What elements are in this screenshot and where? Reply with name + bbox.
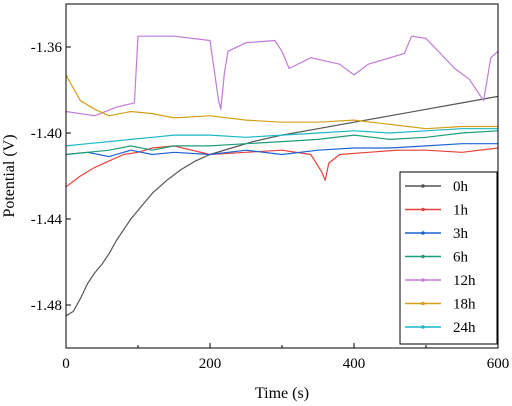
legend-label-24h: 24h	[453, 320, 476, 336]
legend: 0h 1h 3h 6h 12h 18h 24h	[399, 171, 498, 345]
legend-box	[399, 171, 498, 345]
legend-marker-0h	[421, 184, 425, 188]
x-tick-label: 200	[199, 356, 222, 372]
legend-label-1h: 1h	[453, 203, 469, 219]
y-tick-label: -1.44	[31, 212, 63, 228]
legend-marker-6h	[421, 254, 425, 259]
y-tick-label: -1.36	[31, 40, 63, 56]
x-tick-label: 0	[62, 356, 70, 372]
legend-marker-12h	[421, 278, 425, 282]
legend-label-6h: 6h	[453, 250, 469, 266]
y-tick-label: -1.48	[31, 298, 62, 314]
legend-marker-3h	[421, 231, 425, 235]
series-line-18h	[65, 74, 498, 130]
series-line-0h	[65, 95, 499, 317]
legend-label-18h: 18h	[453, 297, 476, 313]
x-axis-title: Time (s)	[255, 385, 309, 402]
legend-label-3h: 3h	[453, 226, 469, 242]
x-tick-label: 600	[487, 356, 510, 372]
legend-marker-24h	[421, 325, 425, 329]
legend-label-12h: 12h	[453, 273, 476, 289]
ticks-layer: 0 200 400 600 -1.48 -1.44 -1.40 -1.36	[31, 40, 510, 372]
series-line-24h	[65, 128, 498, 147]
x-tick-label: 400	[343, 356, 366, 372]
legend-label-0h: 0h	[453, 179, 469, 195]
series-line-3h	[65, 143, 498, 158]
legend-marker-18h	[421, 301, 425, 306]
legend-marker-1h	[421, 207, 425, 212]
series-line-12h	[65, 35, 499, 117]
series-line-6h	[65, 130, 499, 156]
y-axis-title: Potential (V)	[1, 134, 18, 217]
series-layer	[65, 35, 499, 317]
y-tick-label: -1.40	[31, 126, 62, 142]
series-line-1h	[65, 145, 499, 188]
